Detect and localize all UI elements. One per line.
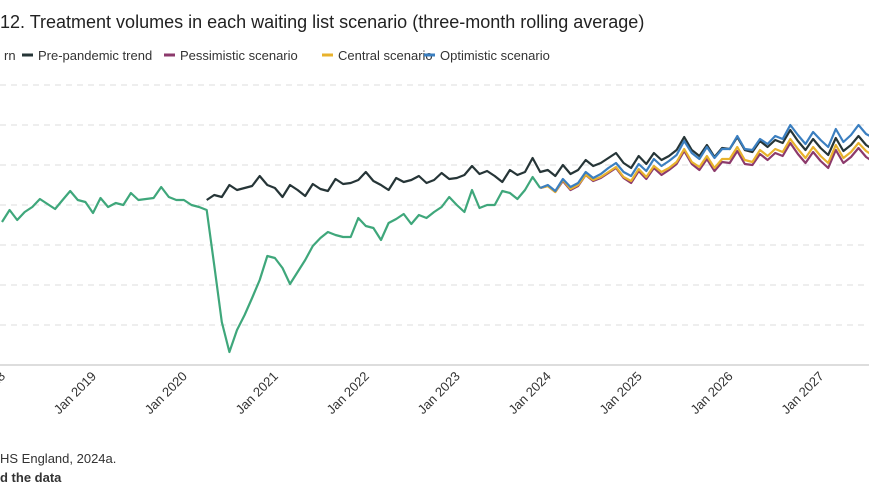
x-tick-label: Jan 2027 (778, 369, 826, 417)
legend-label: Pre-pandemic trend (38, 48, 152, 63)
series-line (539, 137, 869, 194)
x-tick-label: Jan 2020 (142, 369, 190, 417)
series-line (539, 123, 869, 193)
x-tick-label: Jan 2018 (0, 369, 8, 417)
x-tick-label: Jan 2021 (233, 369, 281, 417)
legend-label: rn (4, 48, 16, 63)
download-link[interactable]: d the data (0, 470, 62, 485)
source: HS England, 2024a. (0, 451, 116, 466)
x-tick-label: Jan 2026 (687, 369, 735, 417)
series-line (206, 128, 869, 201)
x-tick-label: Jan 2024 (505, 369, 553, 417)
x-tick-label: Jan 2019 (51, 369, 99, 417)
x-tick-label: Jan 2022 (324, 369, 372, 417)
chart-title: 12. Treatment volumes in each waiting li… (0, 12, 644, 32)
x-tick-label: Jan 2023 (414, 369, 462, 417)
series-line (1, 175, 542, 354)
legend-label: Pessimistic scenario (180, 48, 298, 63)
legend-label: Central scenario (338, 48, 433, 63)
legend-label: Optimistic scenario (440, 48, 550, 63)
x-tick-label: Jan 2025 (596, 369, 644, 417)
